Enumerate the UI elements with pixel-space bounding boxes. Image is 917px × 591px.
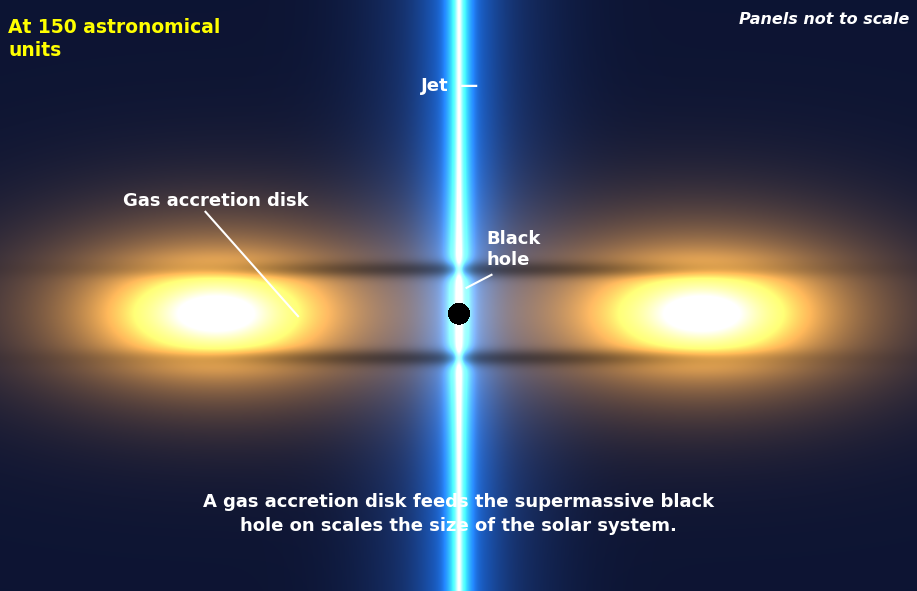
Text: Panels not to scale: Panels not to scale — [738, 12, 909, 27]
Text: At 150 astronomical
units: At 150 astronomical units — [8, 18, 220, 60]
Text: Jet  —: Jet — — [421, 77, 479, 95]
Text: A gas accretion disk feeds the supermassive black
hole on scales the size of the: A gas accretion disk feeds the supermass… — [203, 493, 714, 535]
Text: Black
hole: Black hole — [487, 230, 541, 269]
Text: Gas accretion disk: Gas accretion disk — [123, 192, 308, 210]
